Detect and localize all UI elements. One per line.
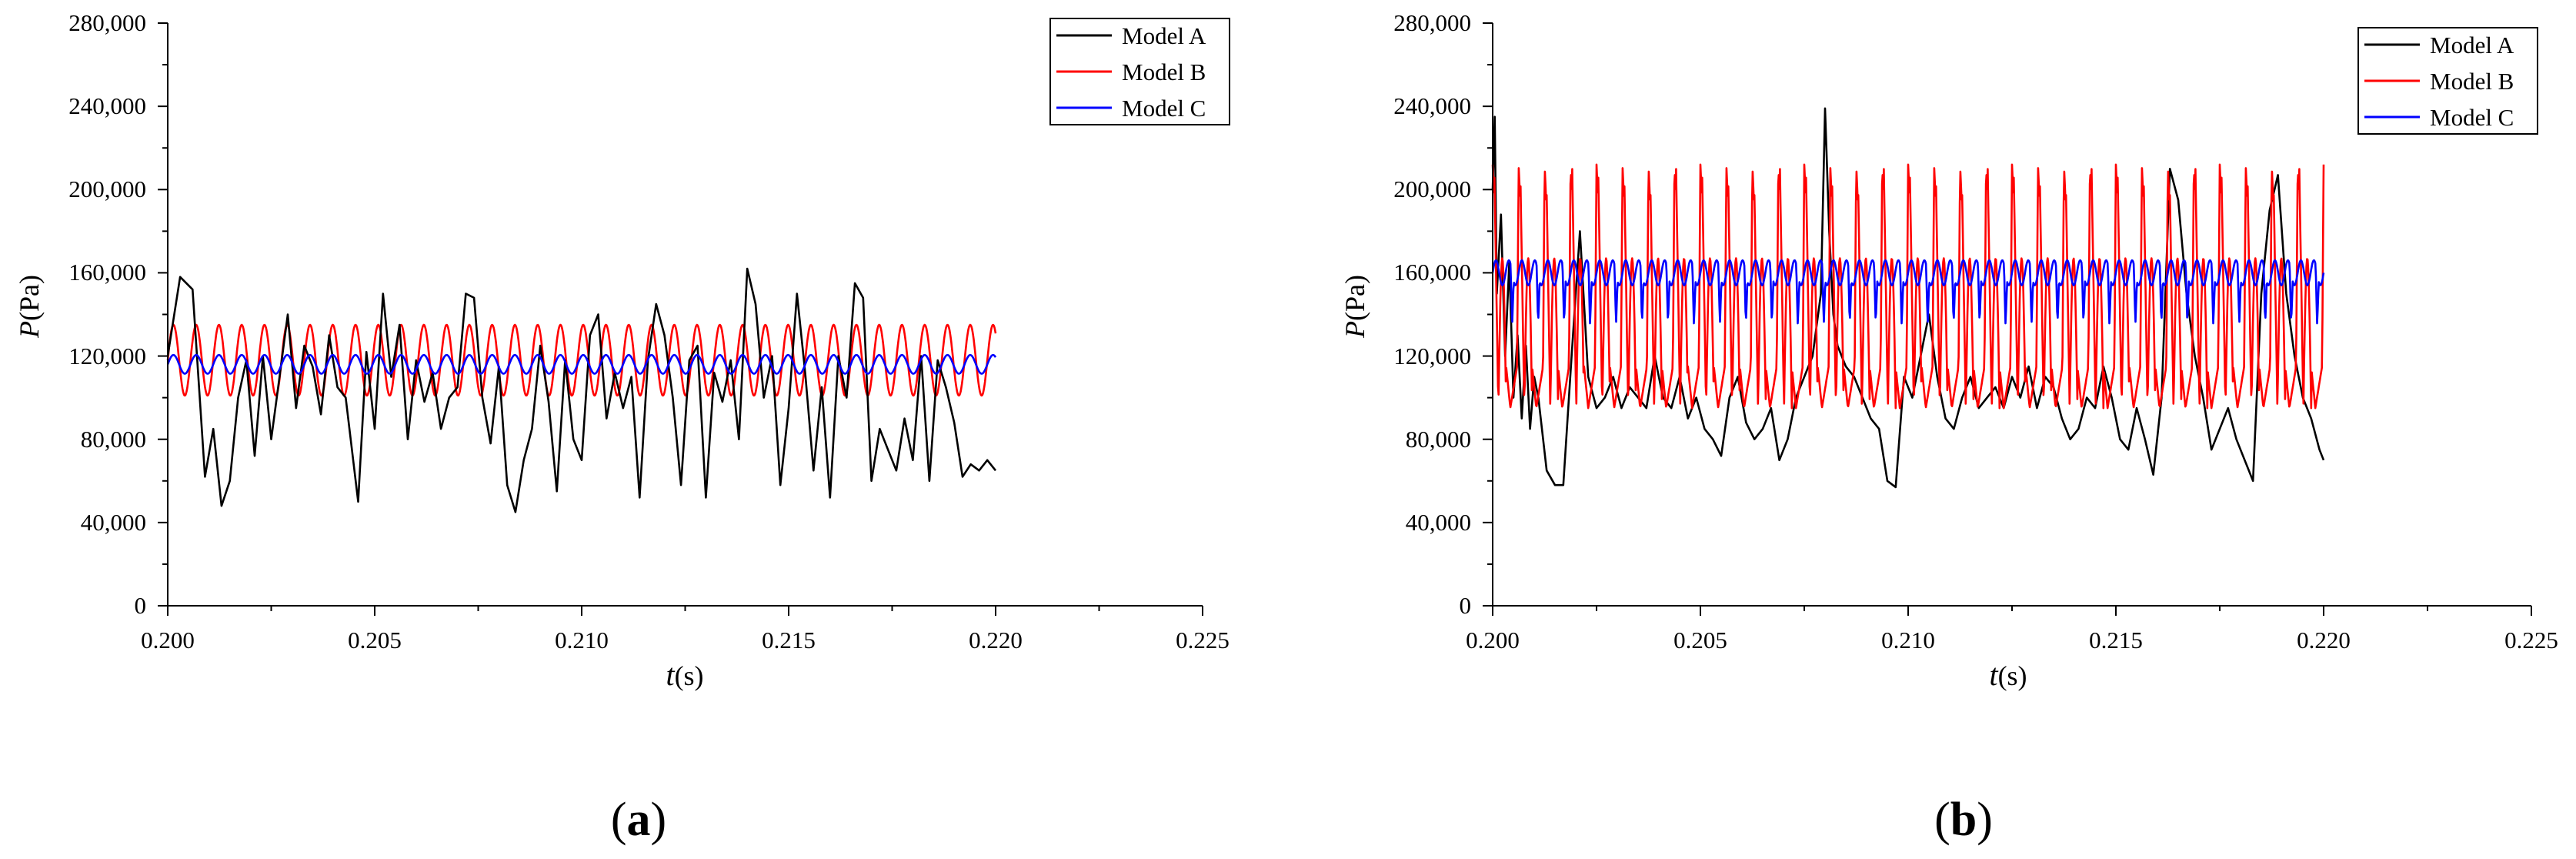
legend: Model A Model B Model C <box>1049 18 1230 125</box>
y-tick-label: 280,000 <box>68 9 146 36</box>
x-tick-label: 0.225 <box>1176 627 1230 653</box>
series-line-model-b <box>1491 163 2325 409</box>
y-tick-label: 120,000 <box>1393 343 1471 369</box>
legend-label-model-c: Model C <box>1122 95 1206 122</box>
y-tick-label: 160,000 <box>1393 259 1471 286</box>
x-axis-label: t(s) <box>1989 657 2027 692</box>
y-axis-label: P(Pa) <box>1340 275 1370 339</box>
y-tick-label: 80,000 <box>1406 426 1471 453</box>
series-line-model-c <box>1491 259 2325 325</box>
series-line-model-a <box>1491 107 2325 489</box>
x-axis-tick-labels: 0.200 0.205 0.210 0.215 0.220 0.225 <box>1466 627 2558 653</box>
y-tick-label: 200,000 <box>1393 175 1471 202</box>
chart-panel-a: 0 40,000 80,000 120,000 160,000 200,000 … <box>14 9 1230 846</box>
y-tick-label: 160,000 <box>68 259 146 286</box>
legend: Model A Model B Model C <box>2357 27 2538 135</box>
y-tick-label: 240,000 <box>1393 92 1471 119</box>
legend-label-model-b: Model B <box>2430 68 2514 95</box>
x-tick-label: 0.215 <box>762 627 816 653</box>
axes <box>158 22 1203 616</box>
y-tick-label: 0 <box>1460 592 1472 619</box>
legend-label-model-a: Model A <box>2430 32 2514 58</box>
axes <box>1483 22 2532 616</box>
x-tick-label: 0.210 <box>555 627 609 653</box>
x-tick-label: 0.205 <box>1673 627 1727 653</box>
legend-label-model-b: Model B <box>1122 58 1206 85</box>
series-line-model-c <box>166 353 997 375</box>
x-tick-label: 0.220 <box>2297 627 2351 653</box>
x-tick-label: 0.200 <box>141 627 195 653</box>
x-tick-label: 0.210 <box>1881 627 1935 653</box>
x-tick-label: 0.225 <box>2504 627 2558 653</box>
y-tick-label: 200,000 <box>68 175 146 202</box>
legend-label-model-a: Model A <box>1122 22 1206 49</box>
chart-panel-b: 0 40,000 80,000 120,000 160,000 200,000 … <box>1340 9 2558 846</box>
x-axis-label: t(s) <box>666 657 703 692</box>
x-tick-label: 0.205 <box>348 627 402 653</box>
data-lines <box>166 267 997 513</box>
x-axis-tick-labels: 0.200 0.205 0.210 0.215 0.220 0.225 <box>141 627 1230 653</box>
y-tick-label: 40,000 <box>81 509 146 536</box>
y-tick-label: 80,000 <box>81 426 146 453</box>
x-tick-label: 0.200 <box>1466 627 1520 653</box>
y-axis-tick-labels: 0 40,000 80,000 120,000 160,000 200,000 … <box>1393 9 1471 619</box>
y-tick-label: 280,000 <box>1393 9 1471 36</box>
y-tick-label: 40,000 <box>1406 509 1471 536</box>
y-tick-label: 240,000 <box>68 92 146 119</box>
panel-label: (b) <box>1934 794 1993 846</box>
x-tick-label: 0.220 <box>969 627 1023 653</box>
series-line-model-a <box>166 267 997 513</box>
x-tick-label: 0.215 <box>2089 627 2143 653</box>
legend-label-model-c: Model C <box>2430 104 2514 131</box>
panel-label: (a) <box>611 794 666 846</box>
y-axis-tick-labels: 0 40,000 80,000 120,000 160,000 200,000 … <box>68 9 146 619</box>
y-tick-label: 120,000 <box>68 343 146 369</box>
y-tick-label: 0 <box>135 592 147 619</box>
y-axis-label: P(Pa) <box>14 275 45 339</box>
data-lines <box>1491 107 2325 489</box>
